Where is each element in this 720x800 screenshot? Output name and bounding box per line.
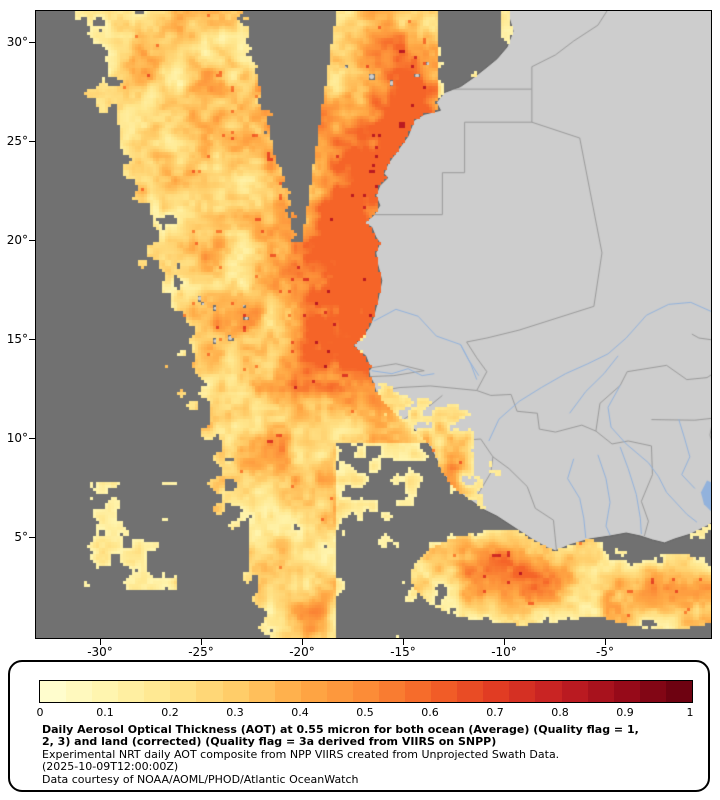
y-tick-mark [29,42,35,43]
colorbar-segment [483,681,510,702]
colorbar-tick-label: 0.8 [551,706,569,719]
colorbar-segment [40,681,67,702]
x-tick-label: -5° [596,645,614,659]
x-tick-label: -10° [491,645,517,659]
colorbar-segment [248,681,275,702]
colorbar-segment [665,681,692,702]
colorbar-segment [561,681,588,702]
colorbar-segment [613,681,640,702]
x-tick-mark [302,639,303,645]
colorbar-segment [405,681,432,702]
caption-title-line1: Daily Aerosol Optical Thickness (AOT) at… [42,723,639,736]
x-tick-mark [201,639,202,645]
x-tick-label: -20° [289,645,315,659]
map-canvas [36,11,711,638]
colorbar-tick-label: 0.7 [486,706,504,719]
colorbar-tick-label: 0.3 [226,706,244,719]
y-tick-label: 5° [14,530,28,544]
colorbar-segment [431,681,458,702]
colorbar-tick-label: 0.4 [291,706,309,719]
colorbar-tick-label: 0.1 [96,706,114,719]
x-tick-mark [504,639,505,645]
caption-title-line2: 2, 3) and land (corrected) (Quality flag… [42,735,497,749]
colorbar-segment [118,681,145,702]
y-tick-label: 30° [6,35,28,49]
y-tick-mark [29,537,35,538]
caption-credit: Data courtesy of NOAA/AOML/PHOD/Atlantic… [42,772,359,786]
y-tick-mark [29,438,35,439]
colorbar-segment [379,681,406,702]
colorbar [39,680,693,703]
y-tick-mark [29,339,35,340]
colorbar-tick-label: 0 [36,706,44,719]
colorbar-segment [352,681,380,702]
x-tick-label: -30° [87,645,113,659]
colorbar-segment [170,681,197,702]
colorbar-tick-label: 0.2 [161,706,179,719]
map-frame [35,10,712,639]
colorbar-segment [222,681,249,702]
colorbar-segment [587,681,614,702]
colorbar-segment [509,681,536,702]
y-tick-label: 25° [6,134,28,148]
colorbar-segment [92,681,119,702]
x-tick-mark [605,639,606,645]
caption-description: Experimental NRT daily AOT composite fro… [42,747,560,761]
x-tick-label: -25° [188,645,214,659]
x-tick-mark [100,639,101,645]
colorbar-tick-label: 1 [686,706,694,719]
caption: Daily Aerosol Optical Thickness (AOT) at… [42,723,639,786]
colorbar-segment [535,681,562,702]
x-tick-label: -15° [390,645,416,659]
colorbar-segment [66,681,93,702]
caption-timestamp: (2025-10-09T12:00:00Z) [42,760,179,774]
colorbar-segment [274,681,301,702]
colorbar-segment [144,681,171,702]
y-tick-mark [29,240,35,241]
colorbar-tick-label: 0.6 [421,706,439,719]
legend-box: 0 0.1 0.2 0.3 0.4 0.5 0.6 0.7 0.8 0.9 1 Daily Aero… [8,660,710,792]
colorbar-segment [457,681,484,702]
colorbar-tick-label: 0.9 [616,706,634,719]
x-tick-mark [403,639,404,645]
y-tick-label: 10° [6,431,28,445]
y-tick-label: 15° [6,332,28,346]
colorbar-segment [196,681,223,702]
colorbar-segment [639,681,666,702]
colorbar-tick-label: 0.5 [356,706,374,719]
y-tick-label: 20° [6,233,28,247]
colorbar-segment [326,681,353,702]
colorbar-segment [300,681,327,702]
y-tick-mark [29,141,35,142]
